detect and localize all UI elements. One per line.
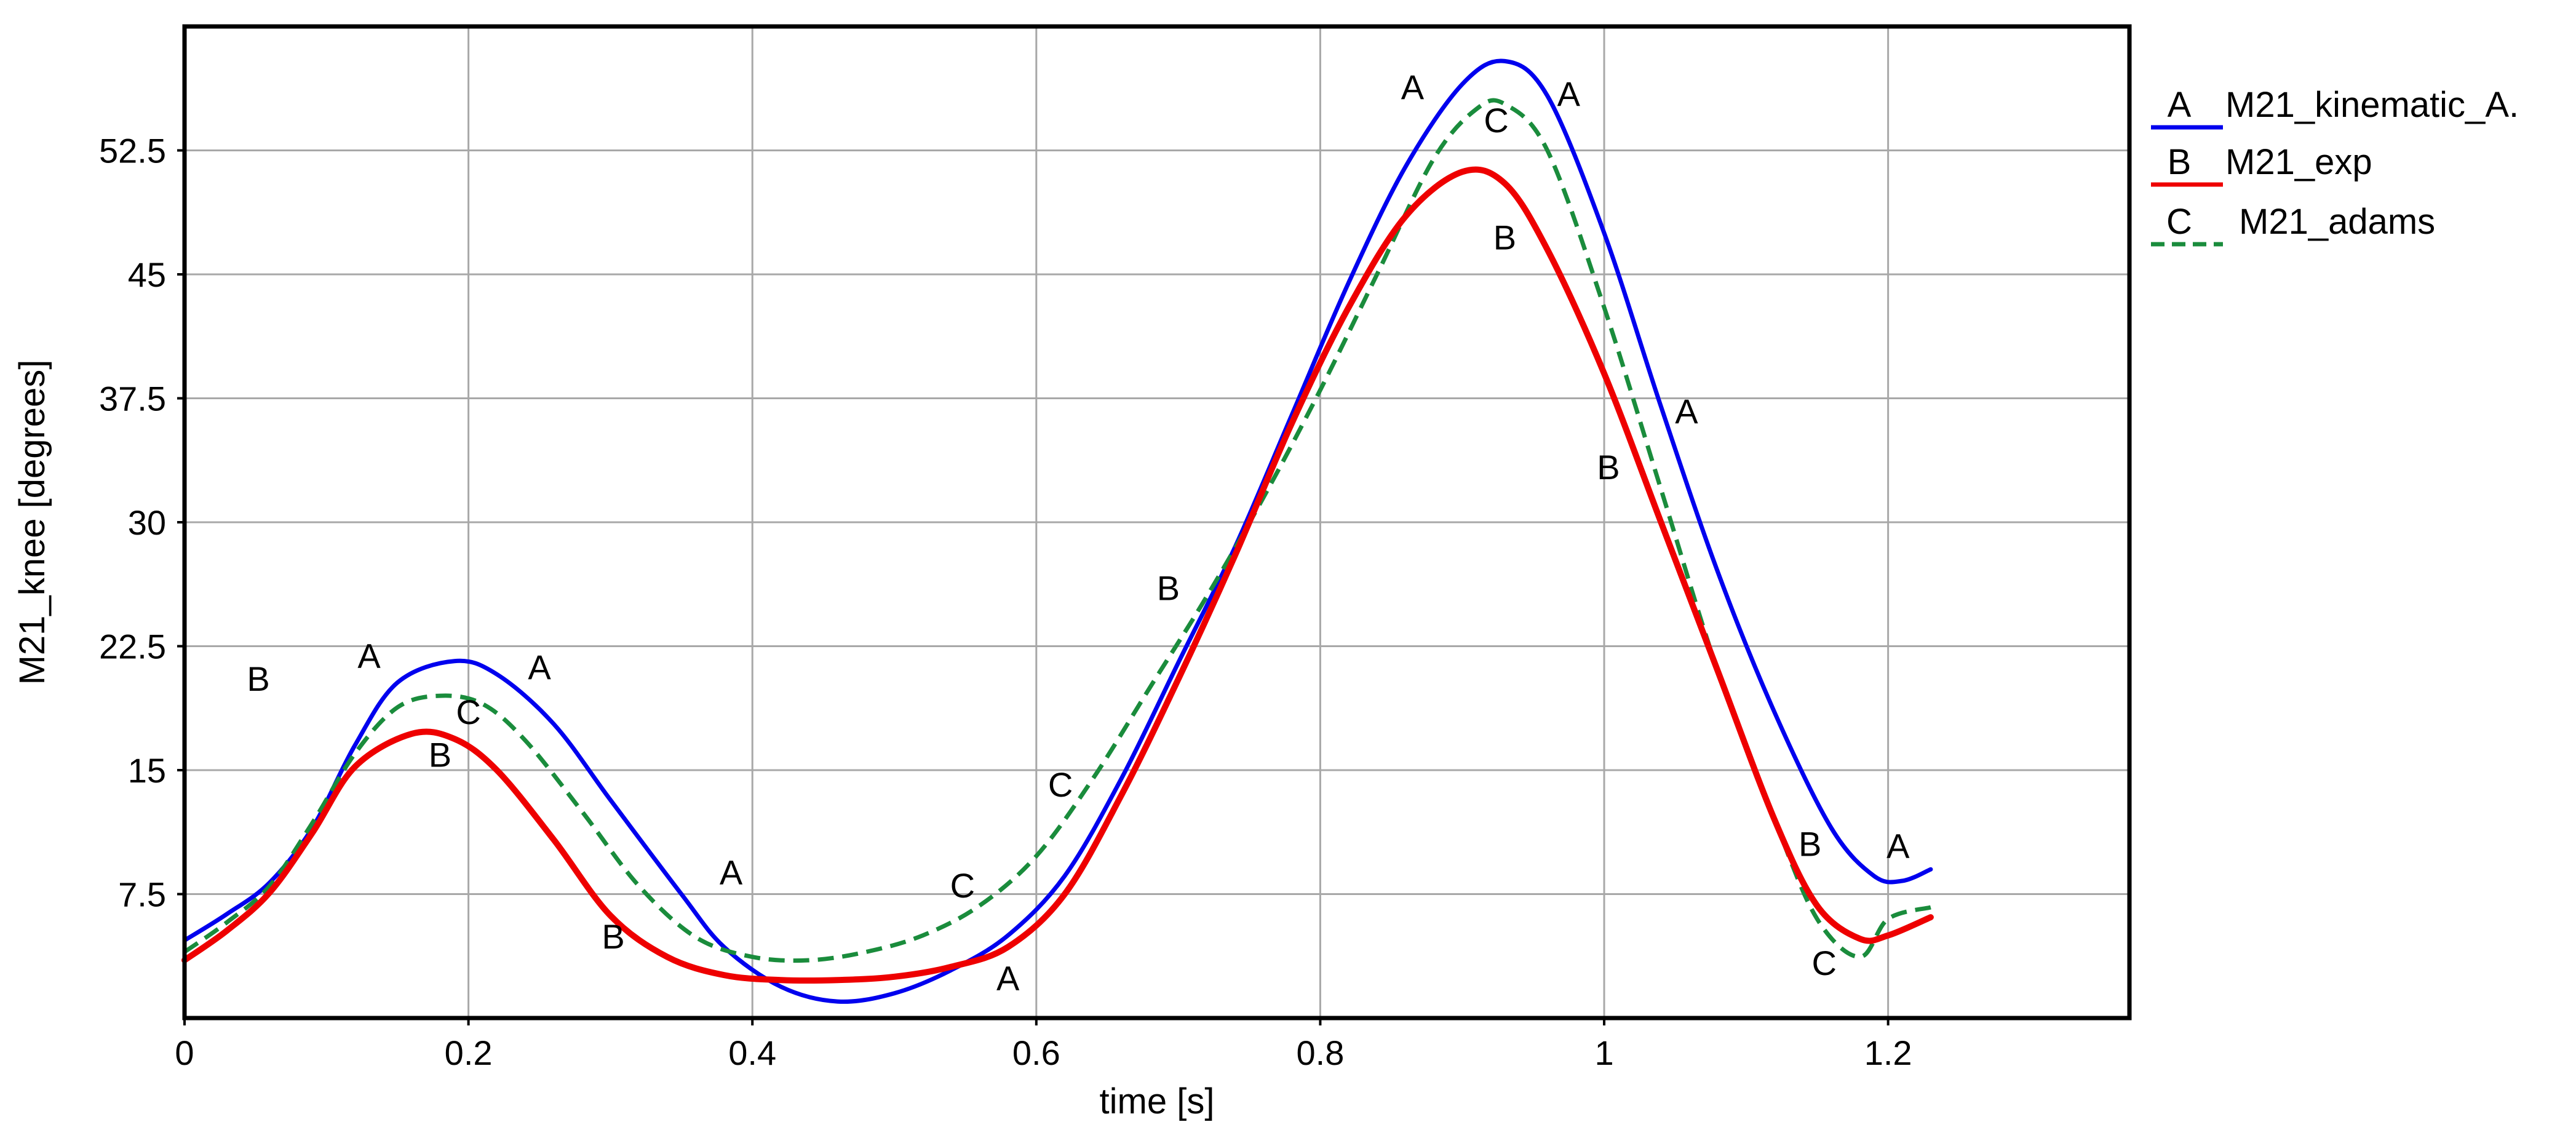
- legend: A M21_kinematic_A. B M21_exp C M21_adams: [2151, 85, 2519, 247]
- y-tick-label: 7.5: [118, 875, 166, 914]
- x-tick-label: 0: [175, 1033, 194, 1072]
- y-tick-label: 45: [128, 255, 166, 294]
- series-line-c: [183, 98, 1931, 963]
- y-tick-label: 30: [128, 503, 166, 542]
- axis-ticks: 0 0.2 0.4 0.6 0.8 1 1.2 7.5 15 22.5 30 37.5 45 52.5: [99, 132, 1912, 1073]
- series-line-a: [182, 58, 1933, 1004]
- series-marker-b: B: [1493, 218, 1516, 257]
- y-tick-label: 52.5: [99, 132, 166, 170]
- x-tick-label: 0.4: [728, 1033, 776, 1072]
- series-marker-c: C: [1812, 944, 1837, 982]
- legend-label: M21_kinematic_A.: [2225, 85, 2519, 125]
- legend-entry-b: B M21_exp: [2151, 142, 2372, 187]
- x-tick-label: 0.8: [1296, 1033, 1344, 1072]
- series-layer: [181, 58, 1934, 1004]
- x-tick-label: 0.6: [1012, 1033, 1060, 1072]
- series-marker-b: B: [1799, 825, 1821, 864]
- x-tick-label: 1: [1594, 1033, 1613, 1072]
- series-marker-a: A: [528, 648, 551, 686]
- series-marker-a: A: [357, 636, 381, 675]
- series-marker-b: B: [247, 659, 269, 698]
- series-marker-c: C: [1484, 101, 1508, 140]
- x-tick-label: 1.2: [1864, 1033, 1912, 1072]
- y-tick-label: 22.5: [99, 627, 166, 666]
- series-marker-b: B: [1157, 568, 1180, 607]
- legend-marker: A: [2168, 85, 2192, 125]
- series-marker-b: B: [602, 917, 624, 956]
- legend-entry-a: A M21_kinematic_A.: [2151, 85, 2519, 130]
- legend-marker: B: [2168, 142, 2192, 182]
- legend-label: M21_exp: [2225, 142, 2372, 182]
- legend-label: M21_adams: [2239, 202, 2435, 242]
- x-axis-title: time [s]: [1100, 1081, 1215, 1121]
- series-marker-c: C: [950, 866, 975, 905]
- series-marker-a: A: [1557, 74, 1581, 113]
- series-marker-b: B: [1597, 448, 1620, 487]
- series-marker-c: C: [1048, 765, 1073, 804]
- series-marker-a: A: [996, 958, 1020, 997]
- series-marker-a: A: [720, 853, 743, 891]
- y-tick-label: 37.5: [99, 380, 166, 418]
- series-marker-b: B: [429, 736, 451, 774]
- series-marker-a: A: [1401, 68, 1425, 106]
- series-marker-c: C: [456, 693, 480, 731]
- series-line-b: [181, 166, 1934, 984]
- y-tick-label: 15: [128, 751, 166, 790]
- grid: [183, 26, 2129, 1018]
- legend-marker: C: [2166, 202, 2192, 242]
- x-tick-label: 0.2: [445, 1033, 493, 1072]
- y-axis-title: M21_knee [degrees]: [12, 360, 52, 685]
- series-marker-a: A: [1886, 826, 1910, 865]
- legend-entry-c: C M21_adams: [2151, 202, 2435, 247]
- series-marker-a: A: [1675, 392, 1698, 431]
